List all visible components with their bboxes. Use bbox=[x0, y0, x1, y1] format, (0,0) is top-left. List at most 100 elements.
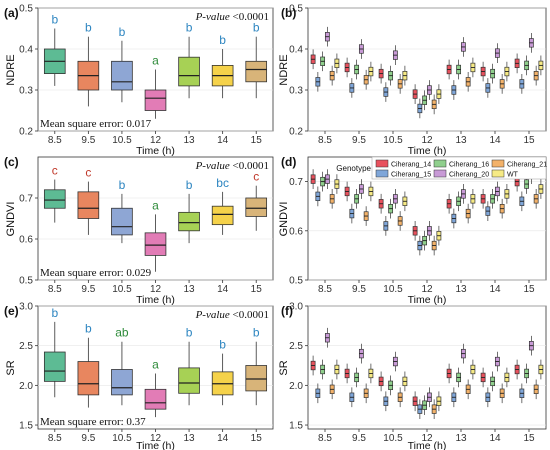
x-tick-label: 14 bbox=[217, 284, 229, 295]
plot-area bbox=[307, 305, 547, 430]
y-tick-label: 0.4 bbox=[289, 45, 303, 56]
p-value-number: <0.0001 bbox=[233, 309, 269, 321]
legend-item-label: Ciherang_21 bbox=[507, 162, 547, 169]
box-10.5 bbox=[111, 369, 133, 396]
y-tick-label: 0.6 bbox=[289, 226, 303, 237]
significance-letter: b bbox=[85, 21, 92, 35]
y-axis-label: GNDVI bbox=[278, 202, 290, 237]
x-tick-label: 14 bbox=[489, 433, 501, 444]
y-axis-label: SR bbox=[278, 360, 290, 375]
x-tick-label: 9.5 bbox=[81, 135, 95, 146]
y-axis-label: GNDVI bbox=[5, 202, 17, 237]
legend-item-label: Ciherang_14 bbox=[391, 162, 431, 169]
y-tick-label: 2.5 bbox=[289, 341, 303, 352]
box-9.5 bbox=[77, 191, 100, 219]
significance-letter: b bbox=[253, 326, 260, 340]
x-tick-label: 14 bbox=[217, 433, 229, 444]
y-tick-label: 2.5 bbox=[19, 341, 33, 352]
y-tick-label: 0.2 bbox=[19, 127, 33, 138]
y-tick-label: 0.7 bbox=[19, 194, 33, 205]
x-tick-label: 10.5 bbox=[383, 284, 403, 295]
y-tick-label: 3.0 bbox=[19, 302, 33, 313]
y-axis-label: NDRE bbox=[5, 54, 17, 85]
x-tick-label: 15 bbox=[251, 135, 263, 146]
significance-letter: ab bbox=[115, 326, 129, 340]
y-tick-label: 0.5 bbox=[289, 276, 303, 287]
panel-label: (f) bbox=[281, 304, 293, 318]
panel-a: 0.2 0.3 0.4 0.5(a) NDRE 8.5 9.5 10.5 12 13 14 15 Tim… bbox=[4, 4, 274, 157]
x-tick-label: 10.5 bbox=[112, 433, 132, 444]
x-tick-label: 14 bbox=[217, 135, 229, 146]
box-9.5 bbox=[77, 361, 100, 396]
y-tick-label: 1.5 bbox=[289, 421, 303, 432]
legend-item-label: Ciherang_16 bbox=[449, 162, 489, 169]
significance-letter: c bbox=[253, 170, 259, 184]
box-12 bbox=[144, 232, 167, 256]
x-tick-label: 12 bbox=[150, 284, 162, 295]
box-15 bbox=[245, 60, 268, 83]
significance-letter: b bbox=[119, 178, 126, 192]
p-value-text: P-value <0.0001 bbox=[195, 160, 269, 172]
box-15 bbox=[245, 197, 268, 217]
significance-letter: b bbox=[186, 326, 193, 340]
y-tick-label: 0.5 bbox=[289, 4, 303, 15]
box-8.5 bbox=[43, 189, 66, 209]
x-tick-label: 8.5 bbox=[48, 284, 62, 295]
y-tick-label: 0.7 bbox=[289, 177, 303, 188]
y-tick-label: 0.2 bbox=[289, 127, 303, 138]
y-tick-label: 1.5 bbox=[19, 421, 33, 432]
y-tick-label: 0.6 bbox=[19, 235, 33, 246]
legend-title: Genotype bbox=[336, 164, 371, 173]
x-tick-label: 13 bbox=[184, 433, 196, 444]
legend-swatch bbox=[491, 169, 505, 178]
mse-text: Mean square error: 0.029 bbox=[40, 267, 152, 279]
significance-letter: bc bbox=[216, 176, 229, 190]
x-tick-label: 12 bbox=[150, 135, 162, 146]
legend-swatch bbox=[375, 159, 389, 168]
x-tick-label: 8.5 bbox=[318, 284, 332, 295]
panel-e: 1.5 2.0 2.5 3.0(e) SR 8.5 9.5 10.5 12 13 14 15 Time … bbox=[4, 302, 274, 450]
x-tick-label: 13 bbox=[455, 135, 467, 146]
x-tick-label: 8.5 bbox=[48, 135, 62, 146]
box-8.5 bbox=[43, 351, 66, 382]
y-tick-label: 2.0 bbox=[289, 381, 303, 392]
box-14 bbox=[211, 205, 234, 226]
significance-letter: b bbox=[51, 13, 58, 27]
x-tick-label: 12 bbox=[421, 135, 433, 146]
y-tick-label: 0.5 bbox=[19, 276, 33, 287]
significance-letter: a bbox=[152, 198, 159, 212]
x-tick-label: 15 bbox=[251, 284, 263, 295]
p-value-number: <0.0001 bbox=[233, 160, 269, 172]
panel-d: 0.5 0.6 0.7 (d) GNDVI 8.5 9.5 10.5 12 13 14 15 Time … bbox=[278, 155, 547, 306]
p-value-text: P-value <0.0001 bbox=[195, 309, 269, 321]
p-value-label: P-value bbox=[195, 160, 233, 172]
p-value-label: P-value bbox=[195, 11, 233, 23]
y-tick-label: 0.5 bbox=[19, 4, 33, 15]
x-tick-label: 15 bbox=[523, 433, 535, 444]
x-tick-label: 8.5 bbox=[318, 433, 332, 444]
x-tick-label: 8.5 bbox=[318, 135, 332, 146]
panel-label: (e) bbox=[4, 304, 19, 318]
legend-item-label: WT bbox=[507, 172, 519, 179]
x-tick-label: 12 bbox=[421, 433, 433, 444]
box-12 bbox=[144, 388, 167, 410]
x-tick-label: 9.5 bbox=[352, 284, 366, 295]
x-tick-label: 13 bbox=[184, 135, 196, 146]
x-axis-label: Time (h) bbox=[136, 440, 175, 450]
y-tick-label: 0.4 bbox=[19, 45, 33, 56]
box-13 bbox=[178, 367, 200, 394]
x-axis-label: Time (h) bbox=[408, 145, 447, 157]
significance-letter: b bbox=[219, 338, 226, 352]
x-tick-label: 9.5 bbox=[81, 433, 95, 444]
panel-label: (b) bbox=[281, 6, 296, 20]
panel-f: 1.5 2.0 2.5 3.0(f) SR 8.5 9.5 10.5 12 13 14 15 Time … bbox=[278, 302, 547, 450]
x-tick-label: 15 bbox=[523, 284, 535, 295]
x-axis-label: Time (h) bbox=[136, 294, 175, 306]
box-10.5 bbox=[111, 207, 133, 236]
significance-letter: c bbox=[52, 164, 58, 178]
x-tick-label: 13 bbox=[184, 284, 196, 295]
p-value-label: P-value bbox=[195, 309, 233, 321]
y-axis-label: NDRE bbox=[278, 54, 290, 85]
x-tick-label: 14 bbox=[489, 135, 501, 146]
x-tick-label: 10.5 bbox=[383, 433, 403, 444]
